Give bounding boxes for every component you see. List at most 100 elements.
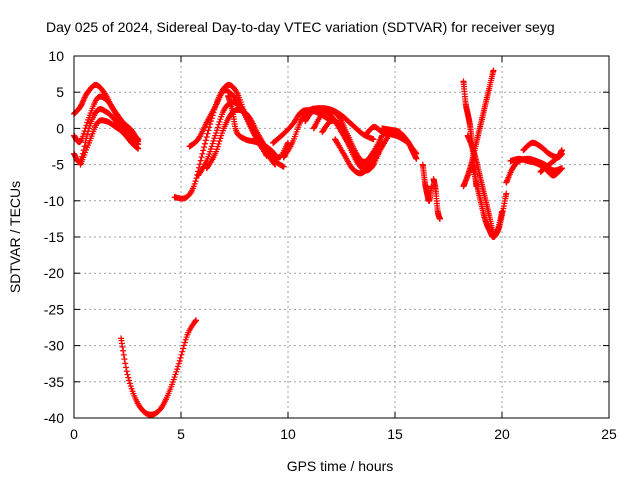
data-point	[171, 374, 178, 381]
data-point	[196, 161, 203, 168]
data-point	[370, 136, 377, 143]
data-point	[197, 157, 204, 164]
data-point	[179, 348, 186, 355]
data-point	[214, 143, 221, 150]
series-arc-24	[460, 67, 497, 190]
data-point	[215, 140, 222, 147]
data-point	[81, 94, 88, 101]
data-point	[126, 380, 133, 387]
data-point	[79, 100, 86, 107]
data-point	[379, 139, 386, 146]
data-point	[126, 377, 133, 384]
data-point	[178, 351, 185, 358]
data-point	[72, 153, 79, 160]
data-point	[176, 357, 183, 364]
y-tick-label: -15	[44, 229, 64, 245]
data-point	[201, 140, 208, 147]
chart-title: Day 025 of 2024, Sidereal Day-to-day VTE…	[46, 19, 555, 35]
data-point	[119, 343, 126, 350]
data-point	[212, 132, 219, 139]
data-point	[174, 366, 181, 373]
data-point	[181, 339, 188, 346]
data-point	[207, 148, 214, 155]
x-tick-label: 20	[494, 426, 510, 442]
data-point	[120, 347, 127, 354]
x-tick-label: 10	[280, 426, 296, 442]
series-arc-18	[379, 125, 420, 162]
data-point	[213, 127, 220, 134]
data-point	[198, 154, 205, 161]
data-point	[127, 383, 134, 390]
data-point	[490, 67, 497, 74]
data-point	[214, 124, 221, 131]
data-point	[374, 147, 381, 154]
data-point	[172, 371, 179, 378]
data-point	[558, 147, 565, 154]
data-point	[123, 368, 130, 375]
data-point	[175, 360, 182, 367]
x-tick-label: 15	[387, 426, 403, 442]
data-point	[173, 368, 180, 375]
data-point	[213, 130, 220, 137]
data-point	[209, 140, 216, 147]
data-point	[201, 144, 208, 151]
plot-frame	[73, 55, 610, 419]
data-point	[84, 131, 91, 138]
x-tick-label: 25	[601, 426, 617, 442]
series-arc-14	[310, 107, 394, 168]
data-point	[436, 215, 443, 222]
data-point	[215, 121, 222, 128]
data-point	[192, 317, 199, 324]
y-tick-label: -20	[44, 265, 64, 281]
data-point	[191, 180, 198, 187]
y-tick-label: 10	[48, 48, 64, 64]
data-point	[120, 351, 127, 358]
data-point	[122, 364, 129, 371]
data-point	[217, 135, 224, 142]
y-tick-label: -40	[44, 410, 64, 426]
data-point	[180, 345, 187, 352]
data-point	[200, 147, 207, 154]
data-point	[218, 132, 225, 139]
data-point	[192, 178, 199, 185]
x-tick-label: 0	[70, 426, 78, 442]
data-point	[85, 128, 92, 135]
series-arc-20	[430, 176, 443, 222]
data-point	[216, 118, 223, 125]
series-arc-23	[469, 161, 505, 240]
data-point	[413, 155, 420, 162]
data-point	[84, 119, 91, 126]
data-point	[125, 374, 132, 381]
y-tick-label: -25	[44, 301, 64, 317]
series-arc-4	[77, 117, 142, 168]
series-arc-10	[225, 92, 291, 161]
data-point	[557, 166, 564, 173]
data-point	[180, 342, 187, 349]
series-arc-11	[270, 107, 334, 146]
series-arc-16	[332, 136, 381, 177]
y-tick-label: -35	[44, 374, 64, 390]
y-tick-label: -30	[44, 338, 64, 354]
y-tick-label: 5	[56, 84, 64, 100]
y-tick-label: -10	[44, 193, 64, 209]
data-point	[124, 371, 131, 378]
data-point	[80, 130, 87, 137]
data-point	[122, 360, 129, 367]
x-tick-label: 5	[177, 426, 185, 442]
data-point	[205, 127, 212, 134]
series-arc-5	[118, 317, 199, 418]
data-point	[207, 145, 214, 152]
data-point	[280, 163, 287, 170]
y-axis-label: SDTVAR / TECUs	[7, 181, 23, 293]
x-axis-label: GPS time / hours	[287, 458, 394, 474]
data-point	[208, 143, 215, 150]
data-point	[135, 145, 142, 152]
y-tick-label: 0	[56, 120, 64, 136]
data-point	[199, 150, 206, 157]
data-point	[78, 101, 85, 108]
data-point	[177, 354, 184, 361]
series-arc-28	[537, 147, 565, 175]
data-point	[499, 208, 505, 215]
data-points	[71, 67, 565, 418]
